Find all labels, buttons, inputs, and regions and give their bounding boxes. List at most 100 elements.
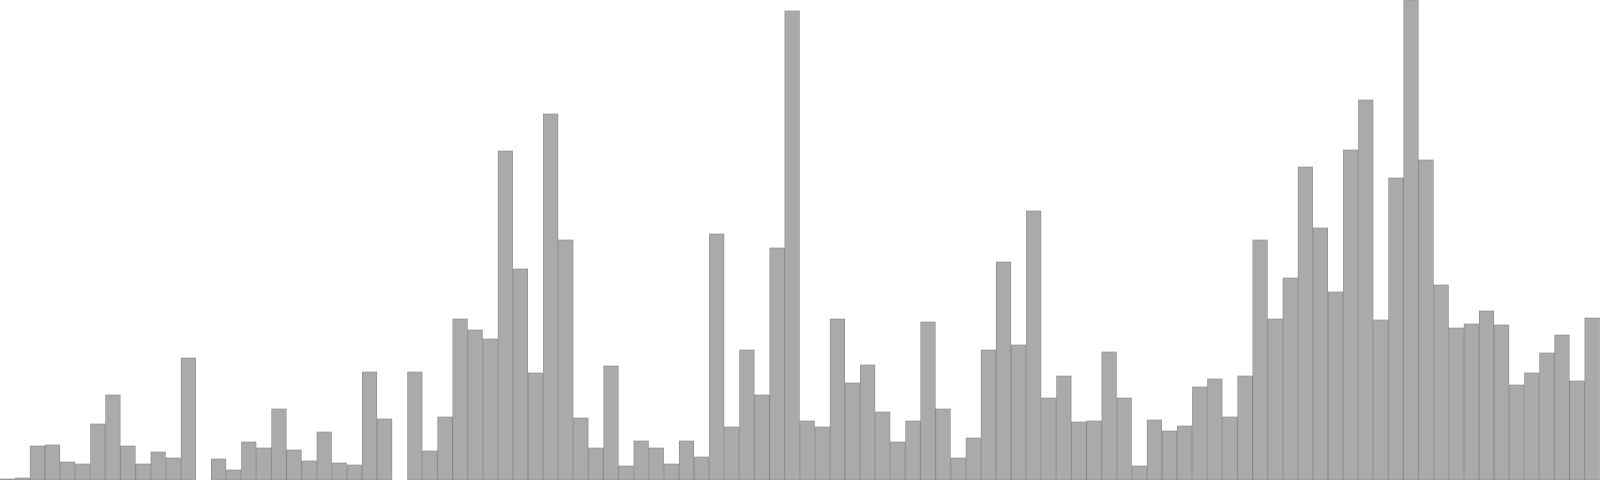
bar: [814, 426, 830, 480]
bar: [1539, 352, 1555, 480]
bar: [844, 382, 861, 480]
bar: [1267, 318, 1283, 480]
bar: [1086, 420, 1102, 480]
bar: [980, 349, 996, 480]
bar: [346, 464, 362, 480]
bar: [754, 394, 770, 480]
bar: [1297, 166, 1313, 480]
bar: [1478, 310, 1495, 480]
bar: [1056, 375, 1072, 480]
bar: [739, 349, 755, 480]
bar: [558, 239, 574, 480]
bar: [648, 447, 664, 480]
bar: [226, 469, 242, 480]
bar: [14, 477, 30, 480]
bar: [301, 460, 317, 480]
bar: [482, 338, 498, 480]
bar: [1101, 351, 1117, 480]
bar: [135, 463, 151, 480]
bar: [1026, 210, 1042, 480]
bar: [920, 321, 936, 480]
bar: [29, 445, 45, 480]
bar: [467, 329, 483, 480]
bar: [1509, 384, 1525, 480]
bar: [1207, 378, 1223, 480]
bar: [1177, 425, 1193, 480]
bar: [241, 441, 257, 480]
bar: [875, 411, 891, 480]
bar: [1131, 465, 1147, 480]
bar: [90, 423, 106, 480]
bar: [1433, 284, 1449, 480]
bar: [769, 247, 785, 480]
bar: [633, 440, 649, 480]
bar: [603, 365, 619, 480]
bar: [1237, 375, 1253, 480]
bar: [1328, 291, 1344, 480]
bar: [1252, 239, 1268, 480]
bar: [256, 447, 272, 480]
bar: [1448, 327, 1464, 480]
bar: [1343, 149, 1359, 480]
bar: [829, 318, 845, 480]
bar: [1584, 317, 1600, 480]
bar: [105, 394, 121, 480]
bar: [995, 261, 1012, 480]
bar: [422, 450, 438, 480]
bar: [211, 458, 227, 480]
bar: [1373, 319, 1389, 480]
bar: [1116, 397, 1132, 480]
bar: [437, 416, 453, 480]
bar: [286, 449, 302, 480]
bar: [543, 113, 559, 480]
bar: [497, 150, 513, 480]
bar: [588, 447, 604, 480]
bar: [271, 408, 287, 480]
bar: [1358, 99, 1374, 480]
bar: [1524, 372, 1540, 480]
bar: [950, 457, 966, 480]
bar: [512, 268, 529, 480]
bar: [180, 357, 196, 480]
bar: [44, 444, 61, 480]
bar: [1146, 419, 1162, 480]
bar: [150, 451, 166, 480]
bar: [1041, 397, 1057, 480]
bar: [663, 463, 679, 480]
bar: [1282, 277, 1298, 480]
bar: [407, 371, 423, 480]
bar: [935, 408, 951, 480]
bar: [860, 364, 876, 480]
bar: [60, 461, 76, 480]
bar: [1312, 227, 1328, 480]
bar: [165, 457, 181, 480]
bar: [1569, 380, 1585, 480]
bar: [120, 445, 136, 480]
bar: [527, 372, 544, 480]
bar: [890, 441, 906, 480]
bar: [678, 440, 695, 480]
bar: [1011, 344, 1027, 480]
bar: [1554, 334, 1570, 480]
bar: [361, 371, 378, 480]
bar: [1463, 323, 1479, 480]
bar: [724, 426, 740, 480]
bar: [1403, 0, 1419, 480]
bar: [1418, 159, 1434, 480]
bar: [377, 418, 393, 480]
bar: [1222, 416, 1238, 480]
bar: [694, 456, 710, 480]
bar: [316, 431, 332, 480]
bar: [799, 420, 815, 480]
bar: [452, 318, 468, 480]
bar: [709, 233, 725, 480]
bar: [905, 420, 921, 480]
bar: [784, 10, 800, 480]
bar: [1388, 177, 1404, 480]
bar: [75, 463, 91, 480]
bar: [618, 465, 634, 480]
bar: [331, 462, 347, 480]
